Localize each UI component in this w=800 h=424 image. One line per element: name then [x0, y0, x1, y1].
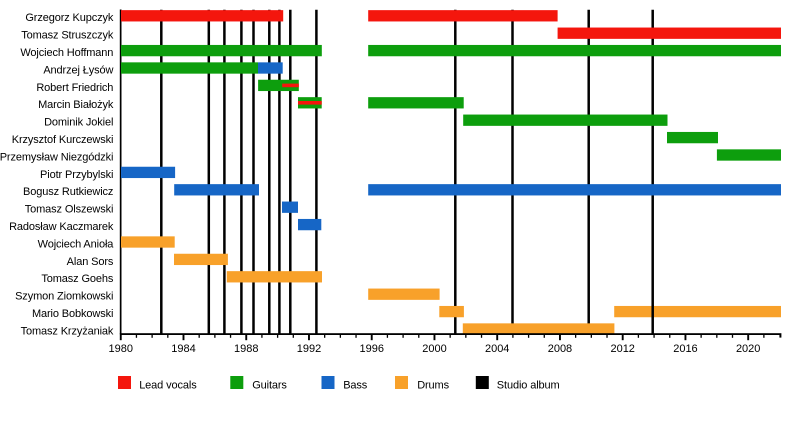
svg-text:Tomasz Struszczyk: Tomasz Struszczyk	[21, 30, 114, 42]
svg-text:1984: 1984	[171, 343, 195, 355]
svg-text:Studio album: Studio album	[497, 380, 560, 392]
svg-text:Drums: Drums	[417, 380, 449, 392]
svg-text:Mario Bobkowski: Mario Bobkowski	[32, 308, 113, 320]
svg-text:Marcin Białożyk: Marcin Białożyk	[38, 99, 114, 111]
svg-text:Lead vocals: Lead vocals	[139, 380, 197, 392]
svg-text:2016: 2016	[673, 343, 697, 355]
svg-text:Guitars: Guitars	[252, 380, 287, 392]
svg-text:Bogusz Rutkiewicz: Bogusz Rutkiewicz	[23, 186, 113, 198]
svg-text:1980: 1980	[109, 343, 133, 355]
svg-text:Wojciech Anioła: Wojciech Anioła	[38, 238, 115, 250]
svg-text:2000: 2000	[422, 343, 446, 355]
svg-text:Wojciech Hoffmann: Wojciech Hoffmann	[20, 47, 113, 59]
svg-text:Krzysztof Kurczewski: Krzysztof Kurczewski	[12, 134, 114, 146]
svg-text:Tomasz Goehs: Tomasz Goehs	[41, 273, 114, 285]
svg-text:2004: 2004	[485, 343, 509, 355]
svg-text:Tomasz Krzyżaniak: Tomasz Krzyżaniak	[21, 325, 114, 337]
svg-text:Radosław Kaczmarek: Radosław Kaczmarek	[9, 221, 114, 233]
svg-text:Tomasz Olszewski: Tomasz Olszewski	[25, 204, 114, 216]
svg-text:Robert Friedrich: Robert Friedrich	[36, 82, 113, 94]
svg-text:Bass: Bass	[343, 380, 368, 392]
svg-text:Alan Sors: Alan Sors	[67, 256, 114, 268]
svg-text:Grzegorz Kupczyk: Grzegorz Kupczyk	[25, 12, 114, 24]
svg-text:Przemysław Niezgódzki: Przemysław Niezgódzki	[0, 151, 113, 163]
svg-text:1996: 1996	[359, 343, 383, 355]
svg-text:Szymon Ziomkowski: Szymon Ziomkowski	[15, 291, 113, 303]
svg-text:Piotr Przybylski: Piotr Przybylski	[40, 169, 113, 181]
svg-text:2012: 2012	[610, 343, 634, 355]
svg-text:Andrzej Łysów: Andrzej Łysów	[43, 64, 113, 76]
svg-text:1988: 1988	[234, 343, 258, 355]
svg-text:Dominik Jokiel: Dominik Jokiel	[44, 117, 113, 129]
svg-text:2008: 2008	[548, 343, 572, 355]
svg-text:2020: 2020	[736, 343, 760, 355]
svg-text:1992: 1992	[297, 343, 321, 355]
